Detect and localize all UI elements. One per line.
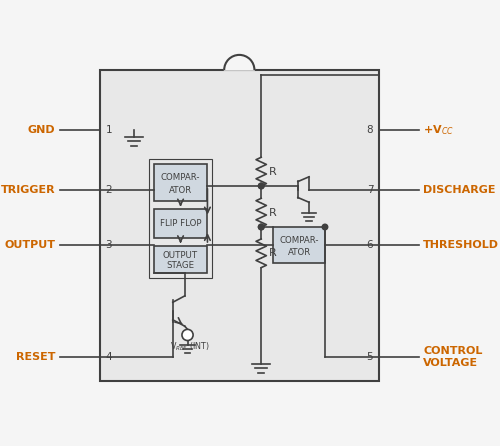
FancyBboxPatch shape xyxy=(100,70,378,381)
Text: COMPAR-: COMPAR- xyxy=(280,236,319,245)
Text: R: R xyxy=(270,167,277,177)
Text: R: R xyxy=(270,208,277,218)
FancyBboxPatch shape xyxy=(273,227,325,263)
Text: GND: GND xyxy=(28,125,56,135)
Text: 5: 5 xyxy=(366,352,374,362)
Text: THRESHOLD: THRESHOLD xyxy=(424,240,500,250)
Text: V$_{REF}$ (INT): V$_{REF}$ (INT) xyxy=(170,341,209,353)
FancyBboxPatch shape xyxy=(154,246,208,273)
Circle shape xyxy=(322,224,328,230)
Text: 3: 3 xyxy=(106,240,112,250)
Text: OUTPUT: OUTPUT xyxy=(163,251,198,260)
Text: 7: 7 xyxy=(366,185,374,194)
FancyBboxPatch shape xyxy=(154,164,208,201)
Circle shape xyxy=(258,224,264,230)
Text: +V$_{CC}$: +V$_{CC}$ xyxy=(424,123,454,136)
Text: 4: 4 xyxy=(106,352,112,362)
Text: R: R xyxy=(270,248,277,258)
Text: 1: 1 xyxy=(106,125,112,135)
Text: COMPAR-: COMPAR- xyxy=(161,173,200,182)
FancyBboxPatch shape xyxy=(154,210,208,238)
Text: DISCHARGE: DISCHARGE xyxy=(424,185,496,194)
Text: 8: 8 xyxy=(366,125,374,135)
Circle shape xyxy=(182,329,193,340)
Text: ATOR: ATOR xyxy=(169,186,192,195)
Text: 6: 6 xyxy=(366,240,374,250)
Text: FLIP FLOP: FLIP FLOP xyxy=(160,219,202,228)
Circle shape xyxy=(258,224,264,230)
Text: CONTROL
VOLTAGE: CONTROL VOLTAGE xyxy=(424,346,482,368)
Text: RESET: RESET xyxy=(16,352,56,362)
Text: OUTPUT: OUTPUT xyxy=(4,240,56,250)
Circle shape xyxy=(258,183,264,189)
Polygon shape xyxy=(224,55,254,70)
Text: 2: 2 xyxy=(106,185,112,194)
Circle shape xyxy=(258,183,264,189)
Text: ATOR: ATOR xyxy=(288,248,310,257)
Text: STAGE: STAGE xyxy=(166,261,194,270)
Text: TRIGGER: TRIGGER xyxy=(0,185,56,194)
